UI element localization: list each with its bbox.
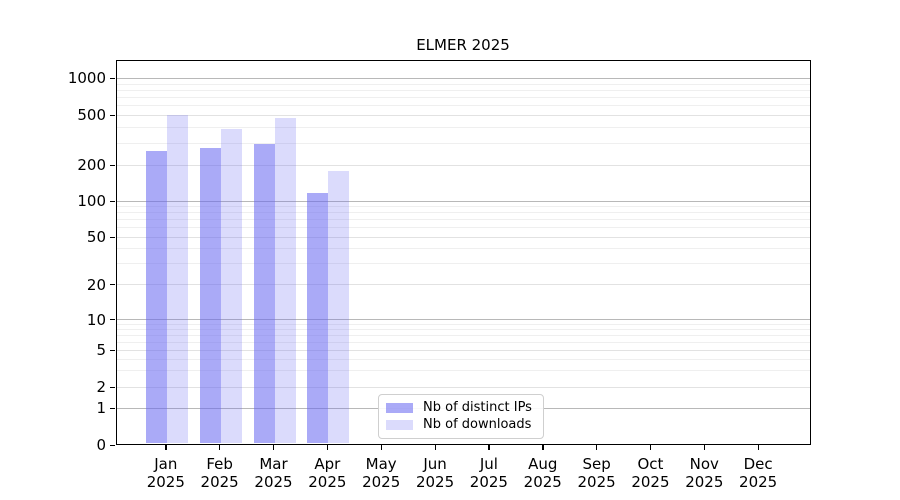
x-tick-label-jun: Jun 2025 bbox=[415, 455, 455, 491]
gridline-80 bbox=[116, 212, 810, 214]
gridline-8 bbox=[116, 329, 810, 331]
y-tick-50 bbox=[110, 236, 115, 238]
x-tick-jan bbox=[165, 445, 167, 450]
y-tick-500 bbox=[110, 114, 115, 116]
x-tick-label-may: May 2025 bbox=[362, 455, 401, 491]
x-tick-label-mar: Mar 2025 bbox=[254, 455, 293, 491]
x-tick-mar bbox=[273, 445, 275, 450]
x-tick-may bbox=[380, 445, 382, 450]
x-tick-jun bbox=[434, 445, 436, 450]
x-tick-label-nov: Nov 2025 bbox=[685, 455, 724, 491]
x-tick-feb bbox=[219, 445, 221, 450]
x-tick-jul bbox=[488, 445, 490, 450]
y-tick-label-100: 100 bbox=[77, 192, 106, 210]
y-tick-2 bbox=[110, 386, 115, 388]
x-tick-sep bbox=[596, 445, 598, 450]
x-tick-aug bbox=[542, 445, 544, 450]
x-tick-label-jul: Jul 2025 bbox=[469, 455, 508, 491]
gridline-40 bbox=[116, 248, 810, 250]
gridline-500 bbox=[116, 114, 810, 116]
bar-distinct-ips-apr bbox=[307, 192, 329, 444]
x-tick-label-jan: Jan 2025 bbox=[146, 455, 185, 491]
chart-title: ELMER 2025 bbox=[416, 36, 510, 54]
gridline-50 bbox=[116, 236, 810, 238]
bar-distinct-ips-mar bbox=[253, 143, 275, 444]
bar-downloads-apr bbox=[328, 171, 350, 444]
gridline-6 bbox=[116, 341, 810, 343]
y-tick-200 bbox=[110, 164, 115, 167]
gridline-9 bbox=[116, 323, 810, 325]
y-tick-20 bbox=[110, 284, 115, 286]
bar-downloads-feb bbox=[220, 129, 242, 444]
gridline-30 bbox=[116, 263, 810, 265]
y-tick-100 bbox=[110, 200, 115, 202]
gridline-3 bbox=[116, 370, 810, 372]
gridline-1000 bbox=[116, 78, 810, 79]
gridline-200 bbox=[116, 165, 810, 166]
bar-downloads-jan bbox=[166, 114, 188, 444]
legend-label-distinct-ips: Nb of distinct IPs bbox=[423, 400, 532, 415]
y-tick-label-20: 20 bbox=[86, 275, 106, 294]
y-tick-10 bbox=[110, 319, 115, 321]
gridline-5 bbox=[116, 349, 810, 351]
legend-item: Nb of distinct IPs bbox=[386, 399, 535, 416]
y-tick-label-5: 5 bbox=[96, 341, 106, 359]
gridline-800 bbox=[116, 89, 810, 91]
gridline-900 bbox=[116, 83, 810, 85]
x-tick-label-feb: Feb 2025 bbox=[200, 455, 239, 491]
x-tick-label-aug: Aug 2025 bbox=[523, 455, 562, 491]
y-tick-label-1000: 1000 bbox=[67, 69, 106, 88]
y-tick-1000 bbox=[110, 77, 115, 80]
x-tick-label-dec: Dec 2025 bbox=[739, 455, 778, 491]
y-tick-label-50: 50 bbox=[86, 228, 106, 246]
gridline-600 bbox=[116, 105, 810, 107]
y-tick-label-0: 0 bbox=[96, 436, 106, 454]
x-tick-oct bbox=[649, 445, 652, 450]
gridline-2 bbox=[116, 386, 810, 388]
legend-swatch-distinct-ips bbox=[386, 402, 413, 413]
x-tick-dec bbox=[757, 445, 759, 450]
gridline-90 bbox=[116, 206, 810, 208]
x-tick-apr bbox=[326, 445, 329, 450]
gridline-20 bbox=[116, 284, 810, 286]
y-tick-label-1: 1 bbox=[96, 399, 106, 417]
legend-item: Nb of downloads bbox=[386, 416, 535, 433]
y-tick-5 bbox=[110, 349, 115, 351]
y-tick-1 bbox=[110, 407, 115, 409]
y-tick-label-2: 2 bbox=[96, 378, 106, 396]
x-tick-label-apr: Apr 2025 bbox=[308, 455, 347, 491]
x-tick-label-sep: Sep 2025 bbox=[577, 455, 616, 491]
gridline-60 bbox=[116, 227, 810, 229]
x-tick-label-oct: Oct 2025 bbox=[631, 455, 670, 491]
y-tick-label-500: 500 bbox=[77, 106, 106, 124]
gridline-7 bbox=[116, 334, 810, 336]
y-tick-0 bbox=[110, 444, 115, 446]
legend-label-downloads: Nb of downloads bbox=[423, 417, 532, 432]
gridline-300 bbox=[116, 142, 810, 144]
gridline-400 bbox=[116, 126, 810, 128]
bar-distinct-ips-jan bbox=[145, 150, 167, 444]
plot-area bbox=[115, 60, 811, 445]
legend-swatch-downloads bbox=[386, 419, 413, 430]
bar-downloads-mar bbox=[274, 117, 296, 444]
gridline-70 bbox=[116, 219, 810, 221]
gridline-700 bbox=[116, 96, 810, 98]
y-tick-label-10: 10 bbox=[86, 310, 106, 329]
legend: Nb of distinct IPs Nb of downloads bbox=[378, 394, 544, 439]
x-tick-nov bbox=[703, 445, 706, 450]
gridline-10 bbox=[116, 319, 810, 321]
gridline-4 bbox=[116, 358, 810, 360]
y-tick-label-200: 200 bbox=[77, 156, 106, 175]
gridline-100 bbox=[116, 200, 810, 202]
bar-distinct-ips-feb bbox=[199, 147, 221, 444]
